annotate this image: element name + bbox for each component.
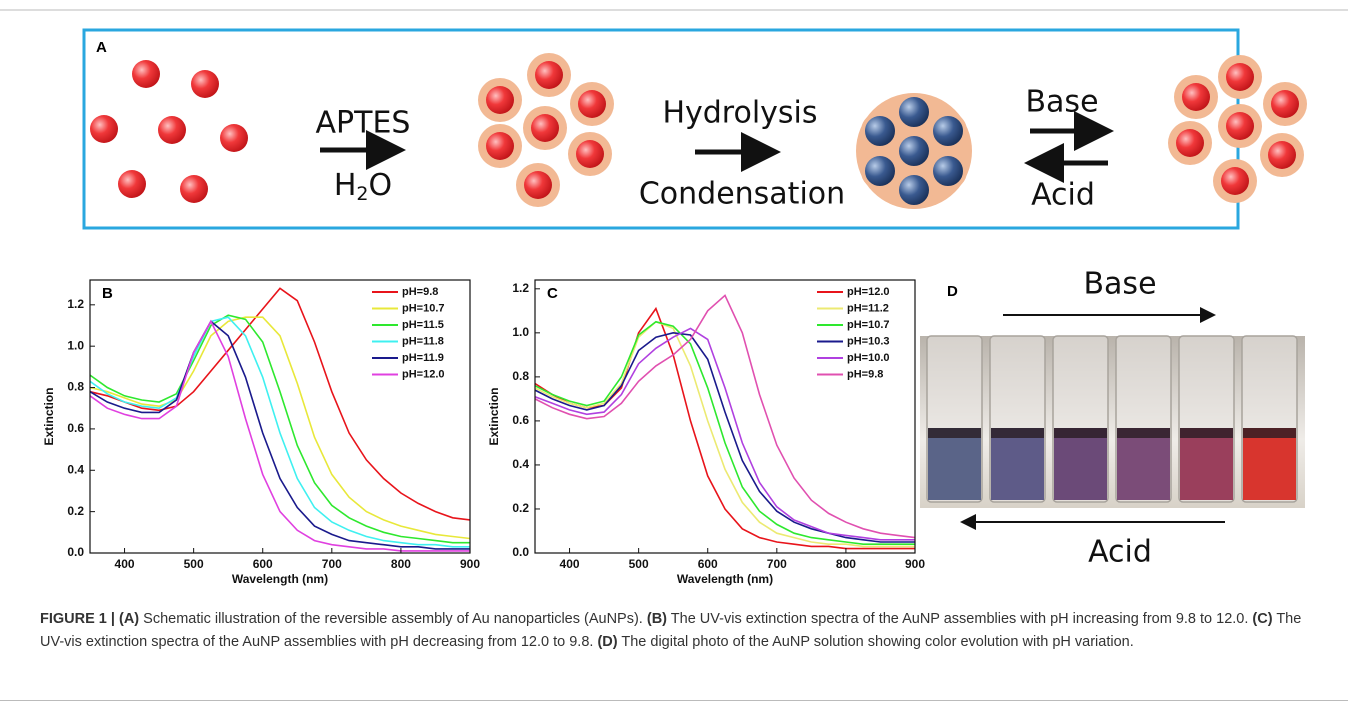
formula: H: [334, 168, 357, 203]
legend-label: pH=9.8: [402, 286, 438, 298]
formula-subscript: 2: [356, 183, 368, 205]
y-axis-label: Extinction: [487, 387, 501, 445]
assembled-nanoparticles: [856, 93, 972, 209]
caption-label: FIGURE 1 |: [40, 611, 119, 627]
y-axis-label: Extinction: [42, 387, 56, 445]
step-label: Hydrolysis: [662, 96, 817, 131]
y-tick-label: 0.0: [67, 545, 84, 559]
legend-label: pH=11.5: [402, 319, 444, 331]
y-tick-label: 0.0: [512, 545, 529, 559]
caption-text: The UV-vis extinction spectra of the AuN…: [667, 611, 1252, 627]
legend-label: pH=9.8: [847, 368, 883, 380]
x-tick-label: 900: [905, 557, 925, 571]
y-tick-label: 0.8: [67, 380, 84, 394]
y-tick-label: 0.8: [512, 369, 529, 383]
y-tick-label: 0.2: [512, 501, 529, 515]
x-tick-label: 600: [253, 557, 273, 571]
caption-label: (C): [1252, 611, 1272, 627]
panel-label: A: [96, 39, 107, 56]
y-tick-label: 0.6: [512, 413, 529, 427]
x-tick-label: 800: [836, 557, 856, 571]
x-tick-label: 500: [184, 557, 204, 571]
x-axis-label: Wavelength (nm): [677, 572, 773, 586]
y-tick-label: 1.0: [67, 338, 84, 352]
step-label: Condensation: [639, 177, 845, 212]
x-tick-label: 500: [629, 557, 649, 571]
bottom-rule: [0, 700, 1348, 701]
caption-text: The digital photo of the AuNP solution s…: [618, 634, 1134, 650]
caption: FIGURE 1 | (A) Schematic illustration of…: [40, 608, 1310, 654]
spectrum-line: [90, 317, 470, 538]
step-label: Base: [1025, 85, 1098, 120]
x-tick-label: 400: [115, 557, 135, 571]
y-tick-label: 1.2: [512, 281, 529, 295]
arrow-label: Acid: [1088, 535, 1152, 570]
x-tick-label: 400: [560, 557, 580, 571]
spectrum-line: [535, 295, 915, 537]
x-tick-label: 700: [767, 557, 787, 571]
photo: [920, 336, 1305, 508]
bare-nanoparticles: [90, 60, 248, 203]
step-label: H2O: [334, 168, 392, 205]
legend-label: pH=10.7: [402, 302, 445, 314]
legend-label: pH=12.0: [402, 368, 445, 380]
panel-label: D: [947, 283, 958, 300]
y-tick-label: 1.2: [67, 297, 84, 311]
panel-label: B: [102, 285, 113, 302]
legend-label: pH=11.9: [402, 352, 444, 364]
legend-label: pH=11.2: [847, 302, 889, 314]
y-tick-label: 0.4: [512, 457, 529, 471]
spectrum-line: [90, 315, 470, 543]
coated-nanoparticles: [478, 53, 614, 207]
formula: O: [369, 168, 393, 203]
y-tick-label: 1.0: [512, 325, 529, 339]
y-tick-label: 0.2: [67, 504, 84, 518]
x-tick-label: 800: [391, 557, 411, 571]
x-axis-label: Wavelength (nm): [232, 572, 328, 586]
plot: 400 500 600 700 800 900 0.0 0.2 0.4 0.6 0.8 1.0 1.2 W…: [42, 280, 480, 586]
panel-label: C: [547, 285, 558, 302]
x-tick-label: 900: [460, 557, 480, 571]
x-tick-label: 700: [322, 557, 342, 571]
y-tick-label: 0.4: [67, 462, 84, 476]
arrow-label: Base: [1083, 267, 1156, 302]
page: { "panel_a": {"label": "A", "step1_above…: [0, 0, 1348, 714]
legend-label: pH=11.8: [402, 335, 444, 347]
x-tick-label: 600: [698, 557, 718, 571]
plot: 400 500 600 700 800 900 0.0 0.2 0.4 0.6 0.8 1.0 1.2 W…: [487, 280, 925, 586]
caption-label: (D): [597, 634, 617, 650]
caption-label: (A): [119, 611, 139, 627]
legend-label: pH=10.0: [847, 352, 890, 364]
legend-label: pH=10.7: [847, 319, 890, 331]
spectrum-line: [535, 333, 915, 542]
caption-text: Schematic illustration of the reversible…: [139, 611, 647, 627]
coated-nanoparticles: [1168, 55, 1307, 203]
legend-label: pH=12.0: [847, 286, 890, 298]
y-tick-label: 0.6: [67, 421, 84, 435]
caption-label: (B): [647, 611, 667, 627]
step-label: APTES: [316, 106, 411, 141]
figure: A APTES H2O Hydrolysis Condensation Base…: [0, 0, 1348, 600]
step-label: Acid: [1031, 178, 1095, 213]
legend-label: pH=10.3: [847, 335, 890, 347]
